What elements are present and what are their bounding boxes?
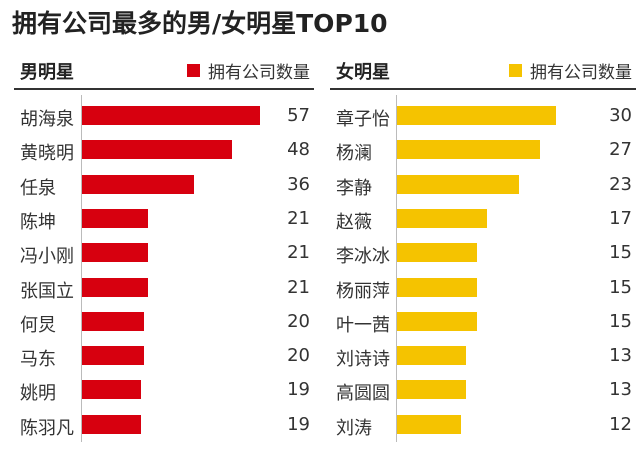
female-bar-row: 李静 23	[330, 168, 636, 202]
female-axis-line	[396, 95, 397, 442]
male-value-label: 57	[287, 105, 310, 126]
male-value-label: 21	[287, 207, 310, 229]
male-legend-label: 拥有公司数量	[208, 63, 310, 83]
male-value-label: 19	[287, 379, 310, 401]
female-bar	[397, 174, 519, 194]
female-value-label: 15	[609, 310, 632, 332]
female-category-label: 赵薇	[336, 211, 372, 233]
female-header-divider	[330, 88, 636, 90]
male-category-label: 张国立	[20, 280, 74, 302]
female-value-label: 27	[609, 139, 632, 161]
female-category-label: 章子怡	[336, 109, 390, 130]
male-bar-row: 姚明 19	[14, 373, 314, 407]
male-legend: 拥有公司数量	[187, 58, 310, 83]
female-bar-row: 杨澜 27	[330, 133, 636, 167]
female-bar-row: 李冰冰 15	[330, 236, 636, 270]
male-value-label: 19	[287, 413, 310, 435]
female-bar	[397, 140, 541, 160]
male-category-label: 冯小刚	[20, 246, 74, 268]
male-category-label: 何炅	[20, 314, 56, 336]
male-axis-line	[81, 95, 82, 442]
male-panel-title: 男明星	[20, 62, 74, 83]
female-value-label: 17	[609, 207, 632, 229]
female-category-label: 李冰冰	[336, 246, 390, 268]
female-bar	[397, 380, 466, 400]
female-bar-row: 赵薇 17	[330, 202, 636, 236]
female-value-label: 13	[609, 345, 632, 367]
male-bar-row: 黄晓明 48	[14, 133, 314, 167]
female-bar	[397, 311, 477, 331]
male-category-label: 陈羽凡	[20, 417, 74, 439]
male-category-label: 胡海泉	[20, 109, 74, 130]
female-category-label: 李静	[336, 177, 372, 199]
female-bar	[397, 277, 477, 297]
male-header-divider	[14, 88, 314, 90]
male-bar	[82, 106, 260, 125]
female-legend-label: 拥有公司数量	[530, 63, 632, 83]
female-bar-row: 章子怡 30	[330, 99, 636, 133]
male-value-label: 36	[287, 173, 310, 195]
male-bar	[82, 140, 232, 160]
female-panel: 女明星 拥有公司数量 章子怡 30 杨澜 27 李静 23 赵薇 17 李冰冰 15 杨丽萍 15 叶一…	[330, 54, 636, 464]
male-bar	[82, 380, 142, 400]
male-bar	[82, 346, 145, 366]
male-category-label: 陈坤	[20, 211, 56, 233]
male-category-label: 马东	[20, 349, 56, 371]
female-legend-swatch	[509, 64, 522, 77]
male-panel: 男明星 拥有公司数量 胡海泉 57 黄晓明 48 任泉 36 陈坤 21 冯小刚 21 张国立 21 何…	[14, 54, 314, 464]
female-bar	[397, 346, 466, 366]
male-bar	[82, 277, 148, 297]
male-bar-row: 陈坤 21	[14, 202, 314, 236]
male-bar-row: 何炅 20	[14, 305, 314, 339]
female-value-label: 23	[609, 173, 632, 195]
female-category-label: 刘诗诗	[336, 349, 390, 371]
male-bar-row: 马东 20	[14, 339, 314, 373]
male-bar-row: 张国立 21	[14, 271, 314, 305]
male-category-label: 姚明	[20, 383, 56, 405]
male-panel-header: 男明星 拥有公司数量	[14, 54, 314, 84]
female-value-label: 13	[609, 379, 632, 401]
female-category-label: 高圆圆	[336, 383, 390, 405]
female-bar-row: 叶一茜 15	[330, 305, 636, 339]
chart-title: 拥有公司最多的男/女明星TOP10	[12, 9, 388, 38]
female-bar-row: 刘涛 12	[330, 408, 636, 442]
male-bar	[82, 243, 148, 263]
male-value-label: 20	[287, 310, 310, 332]
male-value-label: 21	[287, 276, 310, 298]
female-bar	[397, 414, 461, 434]
male-bar-row: 冯小刚 21	[14, 236, 314, 270]
male-value-label: 48	[287, 139, 310, 161]
male-category-label: 任泉	[20, 177, 56, 199]
female-category-label: 刘涛	[336, 417, 372, 439]
female-category-label: 杨丽萍	[336, 280, 390, 302]
male-bar-row: 陈羽凡 19	[14, 408, 314, 442]
female-bar	[397, 208, 488, 228]
male-bar	[82, 174, 195, 194]
female-value-label: 15	[609, 242, 632, 264]
male-value-label: 20	[287, 345, 310, 367]
male-bar	[82, 311, 145, 331]
female-bar-row: 高圆圆 13	[330, 373, 636, 407]
female-panel-header: 女明星 拥有公司数量	[330, 54, 636, 84]
male-value-label: 21	[287, 242, 310, 264]
male-legend-swatch	[187, 64, 200, 77]
female-value-label: 15	[609, 276, 632, 298]
male-bar	[82, 414, 142, 434]
female-bar-row: 杨丽萍 15	[330, 271, 636, 305]
female-bar-row: 刘诗诗 13	[330, 339, 636, 373]
female-legend: 拥有公司数量	[509, 58, 632, 83]
female-category-label: 杨澜	[336, 143, 372, 165]
female-value-label: 12	[609, 413, 632, 435]
female-value-label: 30	[609, 105, 632, 126]
male-category-label: 黄晓明	[20, 143, 74, 165]
male-bar-row: 胡海泉 57	[14, 99, 314, 133]
female-category-label: 叶一茜	[336, 314, 390, 336]
female-bar	[397, 243, 477, 263]
female-bar	[397, 106, 556, 125]
male-bar	[82, 208, 148, 228]
female-panel-title: 女明星	[336, 62, 390, 83]
male-bar-row: 任泉 36	[14, 168, 314, 202]
